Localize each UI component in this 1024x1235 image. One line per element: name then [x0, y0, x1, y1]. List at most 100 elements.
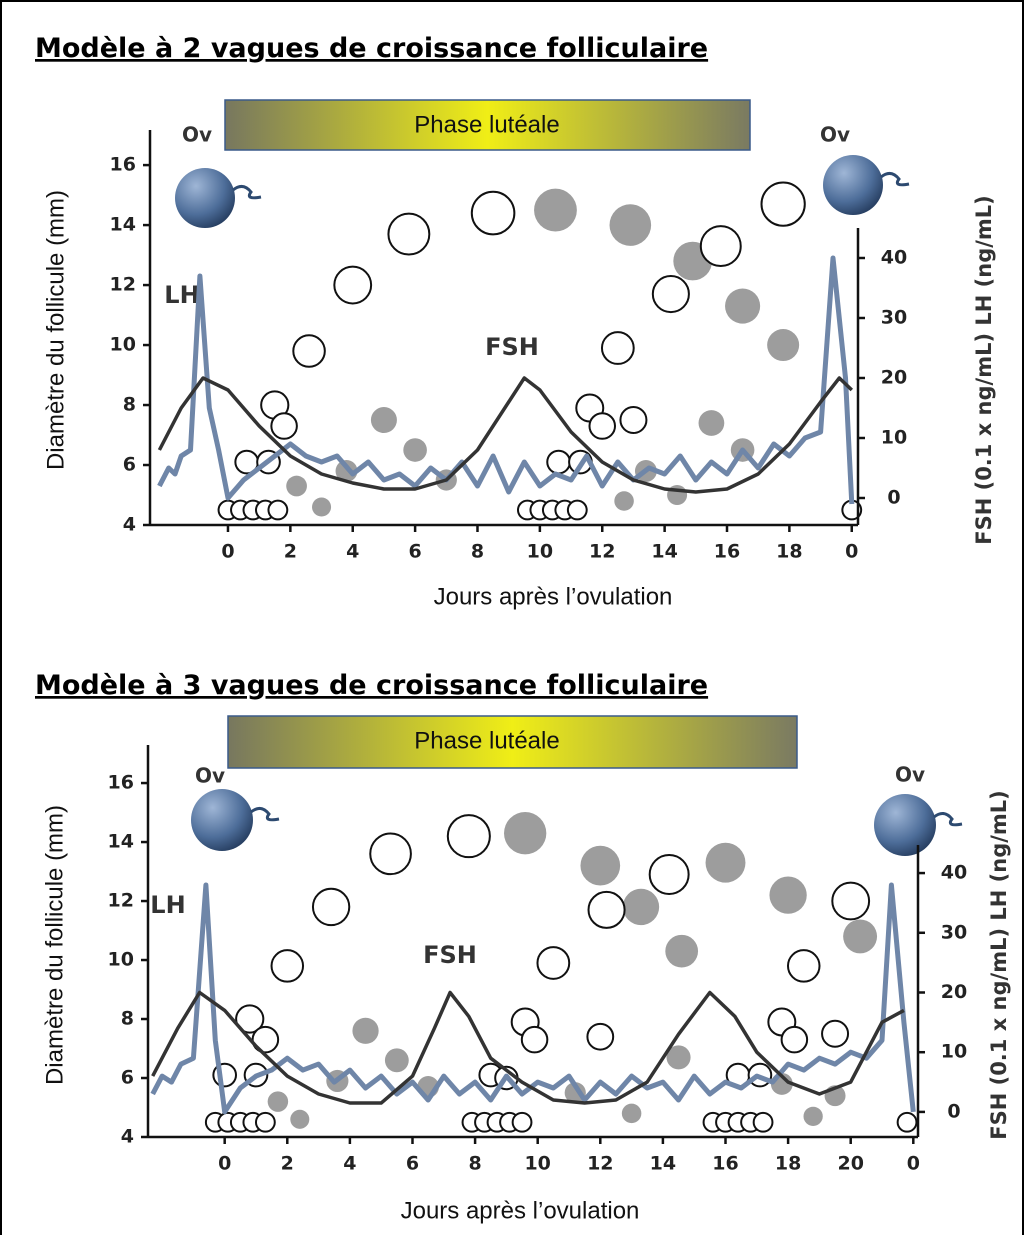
atretic-follicle	[621, 1103, 642, 1124]
fsh-label: FSH	[423, 941, 477, 969]
atretic-follicle	[504, 812, 547, 855]
follicle	[292, 334, 326, 368]
atretic-follicle	[403, 438, 427, 462]
follicle	[270, 412, 298, 440]
x-tick-label: 16	[714, 541, 740, 563]
ov-label: Ov	[895, 763, 925, 787]
atretic-follicle	[609, 204, 652, 246]
x-tick-label: 0	[907, 1153, 920, 1175]
atretic-follicle	[725, 288, 761, 324]
x-tick-label: 10	[524, 1153, 550, 1175]
atretic-follicle	[665, 934, 699, 968]
chart-title: Modèle à 3 vagues de croissance follicul…	[35, 670, 708, 701]
x-tick-label: 2	[281, 1153, 294, 1175]
ov-label: Ov	[820, 123, 850, 147]
y-tick-label: 10	[108, 949, 134, 971]
follicle	[831, 881, 871, 921]
banner-label: Phase lutéale	[414, 111, 559, 138]
y-tick-label: 12	[110, 274, 136, 296]
y-axis-label: Diamètre du follicule (mm)	[42, 190, 69, 470]
follicle	[786, 949, 821, 983]
lh-label: LH	[150, 891, 185, 919]
x-tick-label: 18	[775, 1153, 801, 1175]
follicle	[760, 181, 806, 227]
follicle	[387, 212, 431, 256]
atretic-follicle	[312, 497, 332, 517]
atretic-follicle	[352, 1017, 379, 1044]
follicle	[511, 1111, 533, 1133]
atretic-follicle	[769, 876, 807, 914]
follicle	[311, 887, 351, 927]
y-axis-label: Diamètre du follicule (mm)	[41, 805, 68, 1085]
ovum-icon	[191, 789, 280, 851]
y-tick-label: 10	[110, 334, 136, 356]
follicle	[586, 1022, 615, 1051]
follicle	[651, 275, 690, 314]
follicle	[536, 946, 571, 980]
atretic-follicle	[803, 1106, 823, 1126]
x-tick-label: 0	[845, 541, 858, 563]
series-line	[157, 376, 854, 494]
x-tick-label: 6	[406, 1153, 419, 1175]
x-tick-label: 12	[587, 1153, 613, 1175]
follicle	[566, 499, 588, 521]
atretic-follicle	[267, 1091, 289, 1112]
atretic-follicle	[534, 188, 577, 232]
follicle	[600, 331, 635, 365]
follicle	[780, 1025, 809, 1054]
y2-tick-label: 10	[881, 427, 907, 449]
ovum-icon	[874, 794, 963, 856]
y-tick-label: 14	[110, 214, 136, 236]
y-tick-label: 6	[123, 454, 136, 476]
atretic-follicle	[335, 460, 358, 482]
x-tick-label: 4	[346, 541, 359, 563]
follicle	[619, 406, 648, 435]
phase-banner	[227, 715, 798, 769]
x-tick-label: 20	[837, 1153, 863, 1175]
follicle	[267, 499, 289, 521]
x-tick-label: 6	[408, 541, 421, 563]
y2-tick-label: 20	[941, 981, 967, 1003]
x-tick-label: 16	[712, 1153, 738, 1175]
y-tick-label: 16	[110, 154, 136, 176]
lh-label: LH	[164, 281, 199, 309]
y2-tick-label: 0	[887, 487, 900, 509]
x-tick-label: 4	[343, 1153, 356, 1175]
ov-label: Ov	[195, 764, 225, 788]
y-tick-label: 14	[108, 831, 134, 853]
y-tick-label: 12	[108, 890, 134, 912]
follicle	[470, 190, 516, 236]
follicle	[446, 814, 491, 859]
atretic-follicle	[698, 410, 725, 436]
ovum-icon	[175, 168, 262, 228]
ov-label: Ov	[182, 123, 212, 147]
x-tick-label: 14	[650, 1153, 676, 1175]
follicle	[546, 449, 571, 475]
x-axis-label: Jours après l’ovulation	[434, 583, 673, 610]
y-tick-label: 8	[123, 394, 136, 416]
y2-tick-label: 30	[941, 921, 967, 943]
follicle	[520, 1025, 549, 1054]
x-axis-label: Jours après l’ovulation	[401, 1197, 640, 1224]
y-tick-label: 6	[121, 1067, 134, 1089]
atretic-follicle	[370, 407, 397, 434]
x-tick-label: 8	[468, 1153, 481, 1175]
follicle	[648, 854, 690, 895]
atretic-follicle	[666, 1045, 691, 1070]
x-tick-label: 8	[471, 541, 484, 563]
y-tick-label: 8	[121, 1008, 134, 1030]
follicle	[699, 225, 742, 268]
x-tick-label: 0	[218, 1153, 231, 1175]
y2-tick-label: 40	[941, 862, 967, 884]
chart-title: Modèle à 2 vagues de croissance follicul…	[35, 33, 708, 64]
follicle	[587, 890, 626, 929]
x-tick-label: 0	[221, 541, 234, 563]
x-tick-label: 10	[527, 541, 553, 563]
phase-banner	[224, 99, 751, 151]
fsh-label: FSH	[485, 333, 539, 361]
atretic-follicle	[580, 845, 621, 886]
atretic-follicle	[622, 888, 660, 926]
follicle	[588, 412, 617, 440]
